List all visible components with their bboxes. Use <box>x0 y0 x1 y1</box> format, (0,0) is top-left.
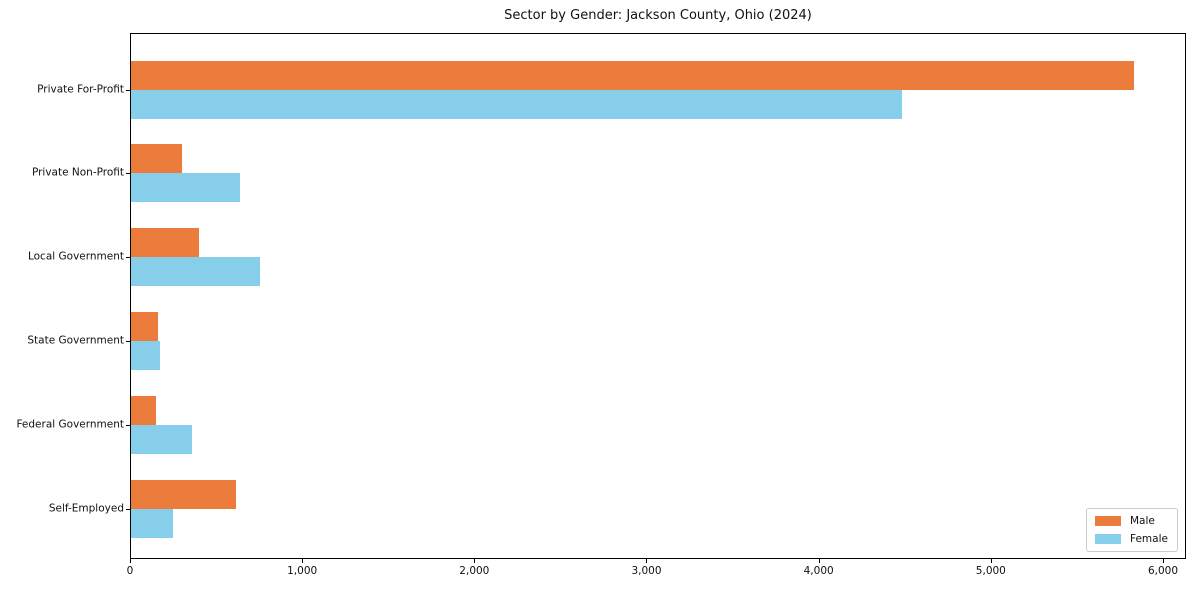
x-axis-tick <box>646 559 648 563</box>
legend-item-male: Male <box>1095 515 1169 527</box>
bar-male-0 <box>131 60 1135 90</box>
plot-area: Male Female <box>130 33 1186 559</box>
legend-label-male: Male <box>1130 515 1155 527</box>
x-tick-label: 3,000 <box>631 565 662 577</box>
bar-male-1 <box>131 144 182 174</box>
bar-female-3 <box>131 341 161 371</box>
x-tick-label: 2,000 <box>459 565 490 577</box>
bar-male-2 <box>131 228 199 258</box>
x-tick-label: 4,000 <box>803 565 834 577</box>
bar-male-5 <box>131 479 236 509</box>
bar-female-4 <box>131 424 193 454</box>
y-axis-tick <box>126 89 130 91</box>
y-tick-label: Self-Employed <box>48 502 124 515</box>
y-axis-tick <box>126 257 130 259</box>
x-tick-label: 6,000 <box>1147 565 1179 577</box>
y-tick-label: Private Non-Profit <box>31 166 124 179</box>
x-axis-tick <box>990 559 992 563</box>
bar-female-1 <box>131 173 240 203</box>
x-tick-label: 5,000 <box>975 565 1006 577</box>
x-axis-tick <box>818 559 820 563</box>
bar-female-2 <box>131 257 260 287</box>
legend-item-female: Female <box>1095 533 1169 545</box>
legend-swatch-female <box>1095 534 1121 544</box>
y-tick-label: Local Government <box>27 250 124 263</box>
y-tick-label: Federal Government <box>16 418 124 431</box>
bar-female-5 <box>131 508 173 538</box>
y-tick-label: Private For-Profit <box>37 83 124 95</box>
x-axis-tick <box>1162 559 1164 563</box>
legend: Male Female <box>1086 508 1178 552</box>
legend-label-female: Female <box>1130 533 1168 545</box>
bar-male-4 <box>131 395 156 425</box>
bar-male-3 <box>131 312 159 342</box>
y-axis-tick <box>126 424 130 426</box>
x-axis-tick <box>130 559 131 563</box>
y-axis-tick <box>126 341 130 343</box>
y-axis-tick <box>126 508 130 510</box>
x-tick-label: 0 <box>126 565 134 577</box>
x-axis-tick <box>474 559 476 563</box>
x-axis-tick <box>302 559 304 563</box>
bar-female-0 <box>131 89 903 119</box>
x-tick-label: 1,000 <box>287 565 318 577</box>
y-tick-label: State Government <box>27 334 124 347</box>
legend-swatch-male <box>1095 516 1121 526</box>
y-axis-tick <box>126 173 130 175</box>
chart-title: Sector by Gender: Jackson County, Ohio (… <box>504 8 812 23</box>
